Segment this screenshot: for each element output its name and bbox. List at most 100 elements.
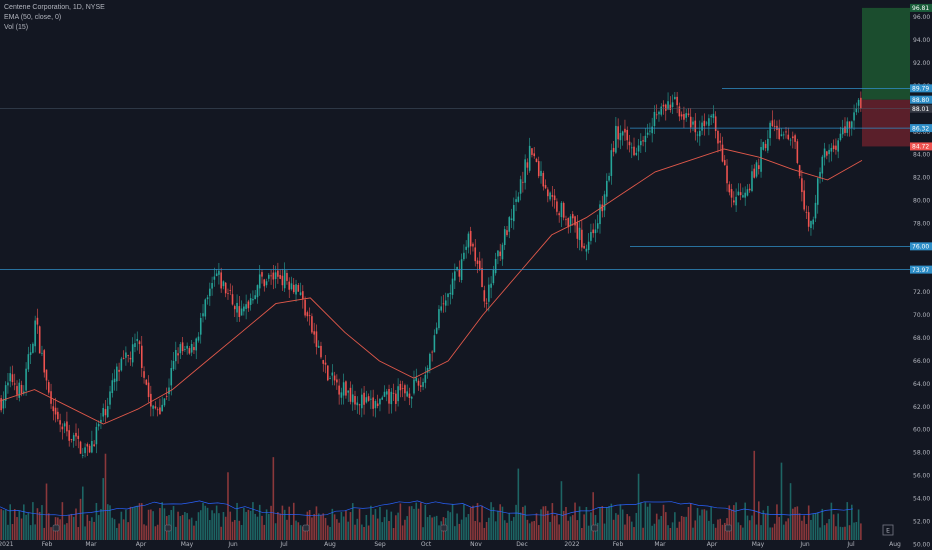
volume-bar (578, 506, 581, 540)
candle-body (125, 352, 127, 358)
candle-body (444, 300, 447, 306)
volume-bar (435, 515, 438, 540)
time-axis[interactable]: 2021 Feb Mar Apr May Jun Jul Aug Sep Oct Nov Dec 202… (0, 541, 901, 548)
volume-bar (367, 525, 370, 540)
volume-bar (4, 509, 7, 540)
candle-body (202, 313, 204, 317)
volume-bar (490, 502, 492, 540)
candle-body (426, 367, 429, 373)
volume-bar (528, 523, 531, 540)
volume-bar (322, 513, 325, 540)
candle-body (104, 409, 107, 416)
candle-body (161, 404, 163, 412)
price-tag (910, 142, 932, 151)
volume-bar (841, 527, 844, 540)
candle-body (66, 421, 68, 432)
volume-bar (767, 505, 769, 540)
candle-body (127, 355, 129, 357)
volume-bar (642, 527, 644, 540)
volume-bar (254, 513, 256, 540)
volume-bar (485, 522, 488, 540)
volume-bar (349, 512, 352, 540)
volume-bar (138, 503, 141, 540)
volume-bar (347, 521, 349, 540)
volume-bar (651, 525, 653, 540)
volume-bar (304, 527, 306, 540)
candle-body (361, 394, 363, 409)
volume-bar (728, 505, 731, 540)
candle-body (154, 406, 157, 409)
volume-bar (689, 503, 692, 540)
go-to-realtime-button[interactable]: E (882, 524, 894, 536)
y-tick-label: 58.00 (913, 450, 930, 457)
volume-bar (385, 509, 388, 540)
candle-body (689, 116, 692, 128)
legend-volume[interactable]: Vol (15) (4, 24, 29, 31)
volume-bar (331, 508, 334, 540)
volume-bar (438, 525, 440, 540)
candle-body (565, 219, 567, 221)
earnings-icon (725, 524, 732, 532)
volume-bar (626, 514, 629, 540)
volume-bar (624, 524, 626, 540)
volume-bar (34, 524, 36, 540)
candle-body (780, 134, 783, 137)
volume-bar (127, 522, 129, 540)
volume-bar (315, 506, 318, 540)
volume-bar (721, 524, 724, 540)
candle-body (705, 122, 708, 124)
candle-body (751, 171, 753, 192)
y-tick-label: 84.00 (913, 152, 930, 159)
candle-body (131, 344, 134, 363)
candle-body (38, 326, 41, 354)
candle-body (401, 388, 404, 389)
candle-body (490, 283, 492, 288)
candle-body (635, 152, 638, 155)
candle-body (138, 341, 141, 345)
volume-bar (755, 524, 758, 540)
volume-bar (844, 526, 846, 540)
candle-body (54, 407, 57, 415)
candle-body (59, 420, 61, 425)
candle-body (247, 301, 250, 309)
volume-bar (27, 512, 30, 540)
price-tag-label: 73.97 (912, 267, 929, 274)
candle-body (469, 230, 472, 247)
candle-body (277, 270, 279, 277)
volume-bar (701, 509, 703, 540)
volume-bar (243, 507, 245, 540)
volume-bar (358, 508, 361, 540)
candle-body (844, 126, 846, 133)
candle-body (224, 282, 227, 294)
candle-body (195, 338, 198, 351)
volume-bar (261, 515, 263, 540)
volume-bar (746, 515, 749, 540)
x-tick-label: Apr (136, 541, 147, 548)
candle-body (295, 284, 297, 295)
volume-bar (376, 518, 379, 540)
volume-bar (408, 506, 411, 540)
candle-body (36, 317, 39, 325)
volume-bar (66, 523, 68, 540)
legend-symbol[interactable]: Centene Corporation, 1D, NYSE (4, 4, 105, 11)
candle-body (662, 104, 665, 107)
legend-ema[interactable]: EMA (50, close, 0) (4, 14, 62, 21)
volume-bar (122, 519, 125, 540)
x-tick-label: Apr (707, 541, 718, 548)
candle-body (533, 153, 536, 157)
volume-bar (134, 506, 136, 540)
volume-bar (796, 506, 799, 540)
volume-bar (240, 525, 243, 540)
candle-body (41, 352, 43, 354)
candle-body (676, 96, 678, 106)
candle-body (785, 131, 787, 133)
go-to-realtime-icon[interactable] (882, 524, 894, 536)
volume-bar (739, 525, 742, 540)
volume-bar (549, 521, 551, 540)
x-tick-label: Mar (85, 541, 97, 548)
volume-bar (220, 526, 222, 540)
candle-body (773, 125, 776, 127)
volume-bar (406, 516, 408, 540)
candle-body (669, 104, 672, 111)
